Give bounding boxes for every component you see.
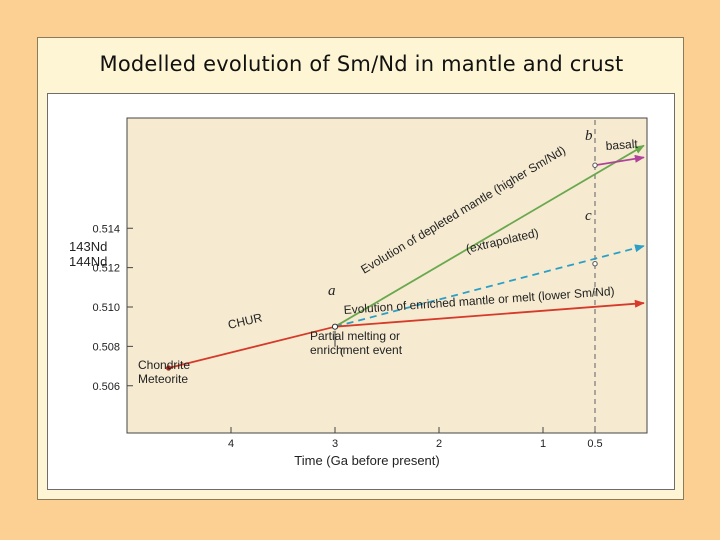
y-axis-title-top: 143Nd: [69, 239, 107, 254]
series-line-1: [334, 144, 645, 328]
chondrite-label: Chondrite: [138, 358, 190, 372]
series-line-3: [334, 244, 645, 328]
x-tick-label: 0.5: [587, 438, 602, 450]
x-tick-label: 1: [540, 438, 546, 450]
basalt-label: basalt: [605, 137, 639, 153]
y-tick-label: 0.510: [92, 302, 120, 314]
y-tick-label: 0.508: [92, 341, 120, 353]
series-layer: [166, 144, 645, 371]
series-line-4: [334, 299, 645, 328]
x-axis-ticks: 4 3 2 1 0.5: [228, 427, 603, 450]
y-tick-label: 0.506: [92, 381, 120, 393]
partial-melting-bracket: [340, 347, 344, 358]
x-tick-label: 4: [228, 438, 234, 450]
point-b-label: b: [585, 128, 593, 144]
meteorite-label: Meteorite: [138, 372, 188, 386]
y-tick-label: 0.514: [92, 223, 120, 235]
y-axis-title-bottom: 144Nd: [69, 254, 107, 269]
point-c-marker: [592, 260, 598, 267]
y-axis-ticks: 0.506 0.508 0.510 0.512 0.514: [92, 223, 133, 393]
point-c-label: c: [585, 208, 592, 224]
evolution-chart: 0.506 0.508 0.510 0.512 0.514 4 3 2 1 0.5 Time (…: [69, 117, 648, 468]
point-b-marker: [592, 162, 598, 168]
x-axis-title: Time (Ga before present): [294, 453, 439, 468]
slide-title: Modelled evolution of Sm/Nd in mantle an…: [99, 52, 624, 76]
point-a-marker: [331, 323, 339, 330]
chondrite-point: [166, 365, 172, 371]
plot-area: [126, 117, 648, 434]
x-tick-label: 2: [436, 438, 442, 450]
y-tick-label: 0.512: [92, 263, 120, 275]
partial-melting-label: Partial melting or: [310, 329, 400, 343]
enrichment-event-label: enrichment event: [310, 343, 403, 357]
series-line-2: [594, 154, 645, 167]
x-tick-label: 3: [332, 438, 338, 450]
point-a-label: a: [328, 283, 336, 299]
series-line-0: [168, 325, 336, 369]
